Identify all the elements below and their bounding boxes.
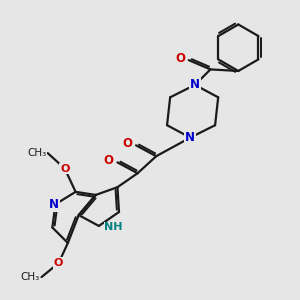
Text: N: N (185, 131, 195, 144)
Text: CH₃: CH₃ (27, 148, 46, 158)
Text: O: O (104, 154, 114, 167)
Text: O: O (175, 52, 185, 65)
Text: O: O (122, 137, 132, 150)
Text: CH₃: CH₃ (21, 272, 40, 282)
Text: O: O (60, 164, 70, 174)
Text: N: N (190, 78, 200, 92)
Text: NH: NH (104, 223, 123, 232)
Text: O: O (54, 258, 63, 268)
Text: N: N (49, 198, 59, 211)
